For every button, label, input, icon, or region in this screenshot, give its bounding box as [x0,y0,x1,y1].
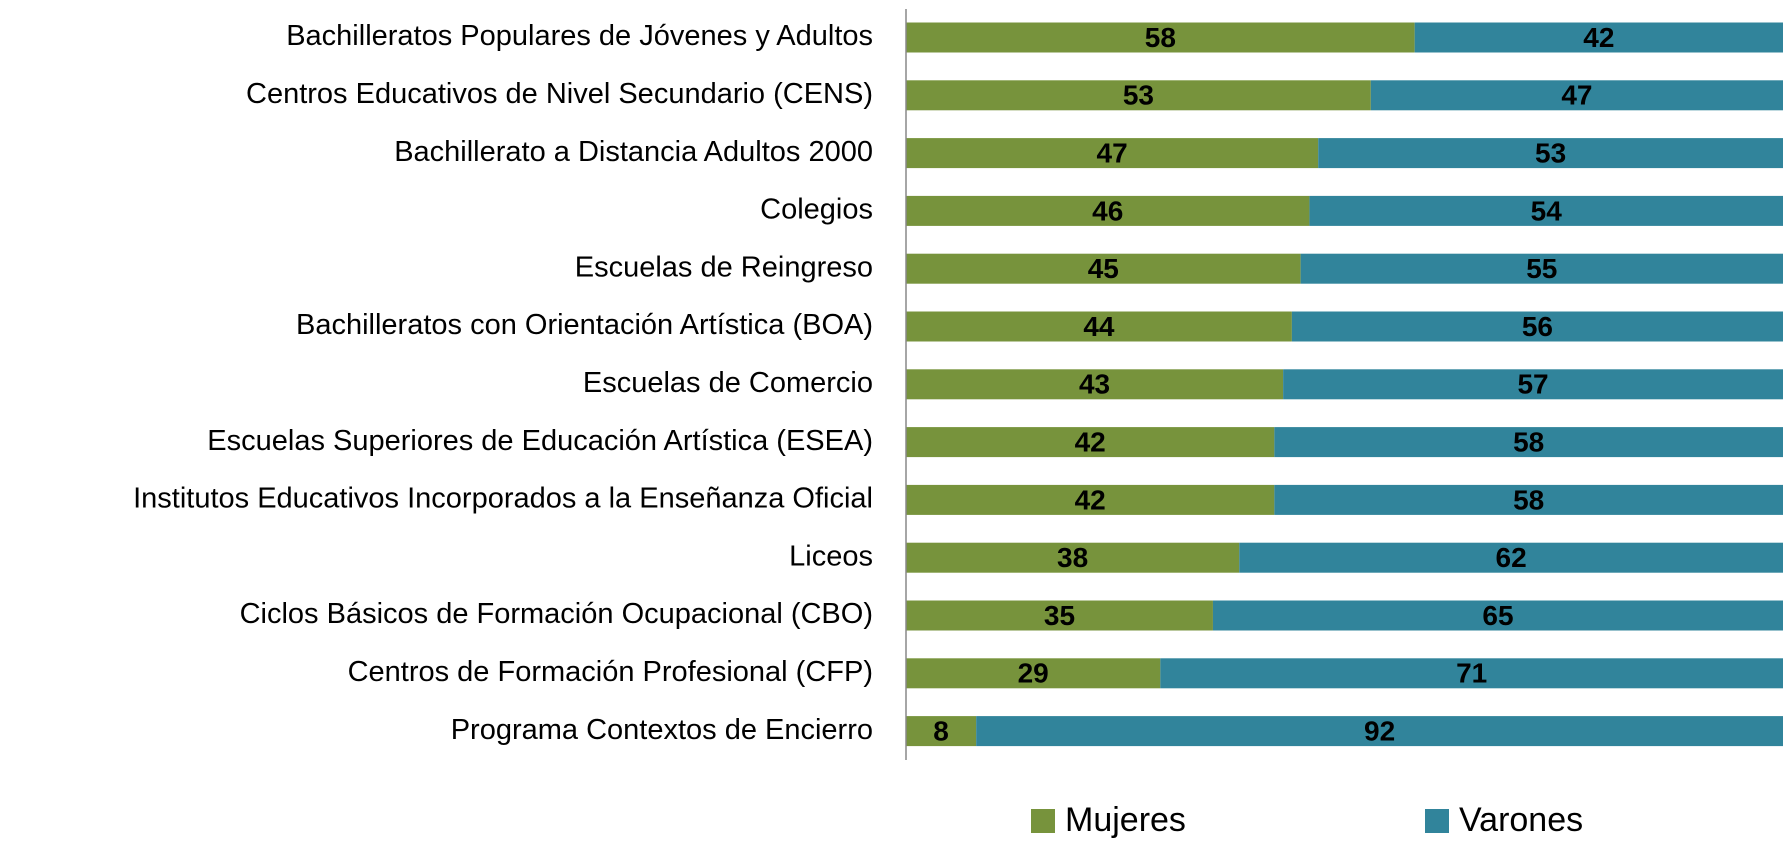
bar-segment [906,195,1310,226]
data-label: 53 [1535,137,1566,168]
data-label: 35 [1044,600,1075,631]
legend-label: Mujeres [1065,801,1186,839]
data-label: 53 [1123,80,1154,111]
category-label: Escuelas de Reingreso [575,251,873,283]
bar-segment [906,600,1213,631]
category-label: Centros Educativos de Nivel Secundario (… [246,78,873,110]
legend-label: Varones [1459,801,1583,839]
data-label: 47 [1561,80,1592,111]
bar-segment [906,716,977,747]
category-label: Escuelas Superiores de Educación Artísti… [207,425,873,457]
bar-segment [1274,484,1783,515]
bar-segment [906,138,1319,169]
bar-segment [976,716,1783,747]
category-label: Programa Contextos de Encierro [451,714,873,746]
data-label: 45 [1088,253,1119,284]
bar-segment [906,22,1415,53]
data-label: 58 [1145,22,1176,53]
category-label: Ciclos Básicos de Formación Ocupacional … [240,598,873,630]
bar-segment [1370,80,1783,111]
category-label: Liceos [789,540,873,572]
bar-segment [906,542,1240,573]
bar-segment [1274,427,1783,458]
data-label: 43 [1079,369,1110,400]
legend-swatch [1425,809,1449,833]
data-label: 42 [1583,22,1614,53]
bar-segment [906,427,1275,458]
data-label: 44 [1083,311,1115,342]
category-label: Centros de Formación Profesional (CFP) [348,656,873,688]
data-label: 58 [1513,426,1544,457]
data-label: 47 [1097,137,1128,168]
bar-segment [906,369,1284,400]
data-label: 65 [1482,600,1513,631]
data-label: 54 [1531,195,1563,226]
bar-segment [1318,138,1783,169]
category-label: Escuelas de Comercio [583,367,873,399]
bar-segment [906,658,1161,689]
data-label: 55 [1526,253,1557,284]
data-label: 92 [1364,715,1395,746]
bar-segment [906,484,1275,515]
bar-segment [1212,600,1783,631]
bar-segment [1414,22,1783,53]
category-label: Bachillerato a Distancia Adultos 2000 [394,136,873,168]
data-label: 46 [1092,195,1123,226]
category-label: Bachilleratos Populares de Jóvenes y Adu… [286,20,873,52]
legend-swatch [1031,809,1055,833]
data-label: 58 [1513,484,1544,515]
data-label: 42 [1075,484,1106,515]
bar-segment [1291,311,1783,342]
bar-segment [1283,369,1783,400]
data-label: 62 [1496,542,1527,573]
data-label: 71 [1456,658,1487,689]
data-label: 29 [1018,658,1049,689]
bar-segment [906,311,1292,342]
bar-segment [1300,253,1783,284]
category-label: Colegios [760,194,873,226]
data-label: 56 [1522,311,1553,342]
bar-segment [906,80,1371,111]
bar-segment [1160,658,1783,689]
bar-segment [1239,542,1783,573]
bar-segment [906,253,1301,284]
data-label: 8 [933,715,949,746]
data-label: 57 [1517,369,1548,400]
data-label: 38 [1057,542,1088,573]
category-label: Institutos Educativos Incorporados a la … [133,483,873,515]
category-label: Bachilleratos con Orientación Artística … [296,309,873,341]
bar-segment [1309,195,1783,226]
data-label: 42 [1075,426,1106,457]
